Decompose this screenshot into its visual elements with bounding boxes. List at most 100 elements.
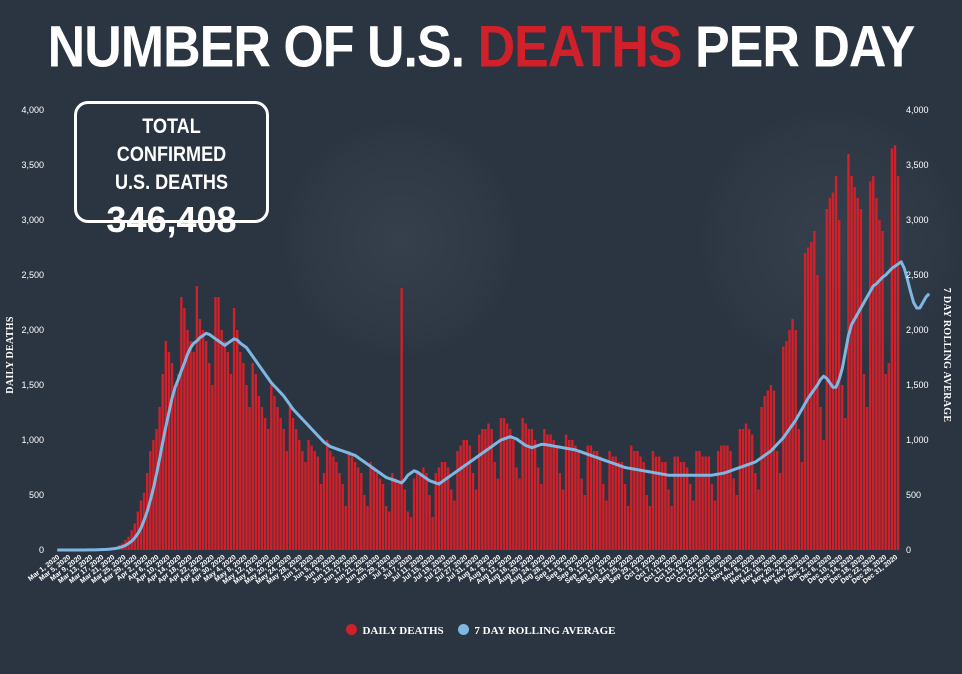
daily-deaths-bar [360,473,363,550]
daily-deaths-bar [316,456,320,550]
daily-deaths-bar [577,451,580,550]
daily-deaths-bar [512,440,515,550]
daily-deaths-bar [350,456,354,550]
daily-deaths-bar [546,434,549,550]
daily-deaths-bar [816,275,819,550]
daily-deaths-bar [639,456,642,550]
daily-deaths-bar [676,456,680,550]
y-axis-left-label: DAILY DEATHS [5,316,16,394]
daily-deaths-bar [217,297,220,550]
daily-deaths-bar [704,456,707,550]
daily-deaths-bar [527,429,531,550]
daily-deaths-bar [769,385,773,550]
daily-deaths-bar [198,319,202,550]
daily-deaths-bar [757,489,760,550]
daily-deaths-bar [223,341,226,550]
legend: DAILY DEATHS 7 DAY ROLLING AVERAGE [0,624,962,637]
daily-deaths-bar [322,473,326,550]
daily-deaths-bar [859,209,863,550]
daily-deaths-bar [661,462,664,550]
daily-deaths-bar [400,288,403,550]
daily-deaths-bar [521,418,524,550]
daily-deaths-bar [822,440,825,550]
daily-deaths-bar [189,341,192,550]
daily-deaths-bar [251,363,254,550]
daily-deaths-bar [685,467,689,550]
daily-deaths-bar [636,451,639,550]
daily-deaths-bar [515,467,518,550]
legend-item-daily: DAILY DEATHS [346,624,444,637]
daily-deaths-bar [654,456,658,550]
daily-deaths-bar [235,330,239,550]
daily-deaths-bar [378,478,382,550]
daily-deaths-bar [372,467,375,550]
total-value: 346,408 [106,199,237,240]
daily-deaths-bar [471,473,475,550]
daily-deaths-bar [692,500,695,550]
daily-deaths-bar [710,484,714,550]
legend-dot-blue [458,624,470,635]
daily-deaths-bar [428,495,431,550]
daily-deaths-bar [294,429,298,550]
daily-deaths-bar [865,407,869,550]
daily-deaths-bar [878,220,881,550]
y-tick-left: 3,000 [21,215,44,225]
chart-title: NUMBER OF U.S. DEATHS PER DAY [0,14,962,81]
daily-deaths-bar [738,429,742,550]
daily-deaths-bar [630,445,633,550]
daily-deaths-bar [831,192,835,550]
y-axis-left: 0 500 1,000 1,500 2,000 2,500 3,000 3,500 4,000 [21,105,44,555]
daily-deaths-bar [279,418,282,550]
title-highlight: DEATHS [477,15,683,81]
daily-deaths-bar [366,506,369,550]
daily-deaths-bar [552,440,555,550]
daily-deaths-bar [232,308,236,550]
daily-deaths-bar [723,445,726,550]
daily-deaths-bar [183,308,186,550]
daily-deaths-bar [273,396,276,550]
daily-deaths-bar [633,451,636,550]
daily-deaths-bar [257,396,261,550]
daily-deaths-bar [481,429,484,550]
daily-deaths-bar [713,500,717,550]
daily-deaths-bar [161,374,164,550]
y-tick-right: 1,500 [906,380,929,390]
daily-deaths-bar [214,297,217,550]
daily-deaths-bar [341,484,344,550]
daily-deaths-bar [862,374,866,550]
title-suffix: PER DAY [694,15,915,81]
daily-deaths-bar [453,500,456,550]
daily-deaths-bar [620,462,624,550]
daily-deaths-bar [729,451,732,550]
daily-deaths-bar [509,429,512,550]
daily-deaths-bar [388,511,391,550]
y-tick-left: 4,000 [21,105,44,115]
daily-deaths-bar [800,462,804,550]
daily-deaths-bar [664,462,667,550]
daily-deaths-bar [744,423,748,550]
y-tick-right: 500 [906,490,921,500]
daily-deaths-bar [164,341,168,550]
legend-label-daily: DAILY DEATHS [362,625,444,637]
daily-deaths-bar [775,451,779,550]
daily-deaths-bar [602,484,605,550]
daily-deaths-bar [679,462,683,550]
legend-dot-red [346,624,358,635]
total-label-line1: TOTAL CONFIRMED [116,115,227,166]
daily-deaths-bar [841,385,844,550]
daily-deaths-bar [645,495,648,550]
daily-deaths-bar [689,484,692,550]
daily-deaths-bar [158,407,161,550]
daily-deaths-bar [561,489,565,550]
daily-deaths-bar [571,440,574,550]
daily-deaths-bar [850,176,853,550]
daily-deaths-bar [657,456,661,550]
daily-deaths-bar [567,440,571,550]
daily-deaths-bar [626,506,630,550]
daily-deaths-bar [450,489,453,550]
daily-deaths-bar [344,506,347,550]
title-prefix: NUMBER OF U.S. [47,15,465,81]
daily-deaths-bar [347,451,351,550]
daily-deaths-bar [847,154,850,550]
daily-deaths-bar [254,374,258,550]
